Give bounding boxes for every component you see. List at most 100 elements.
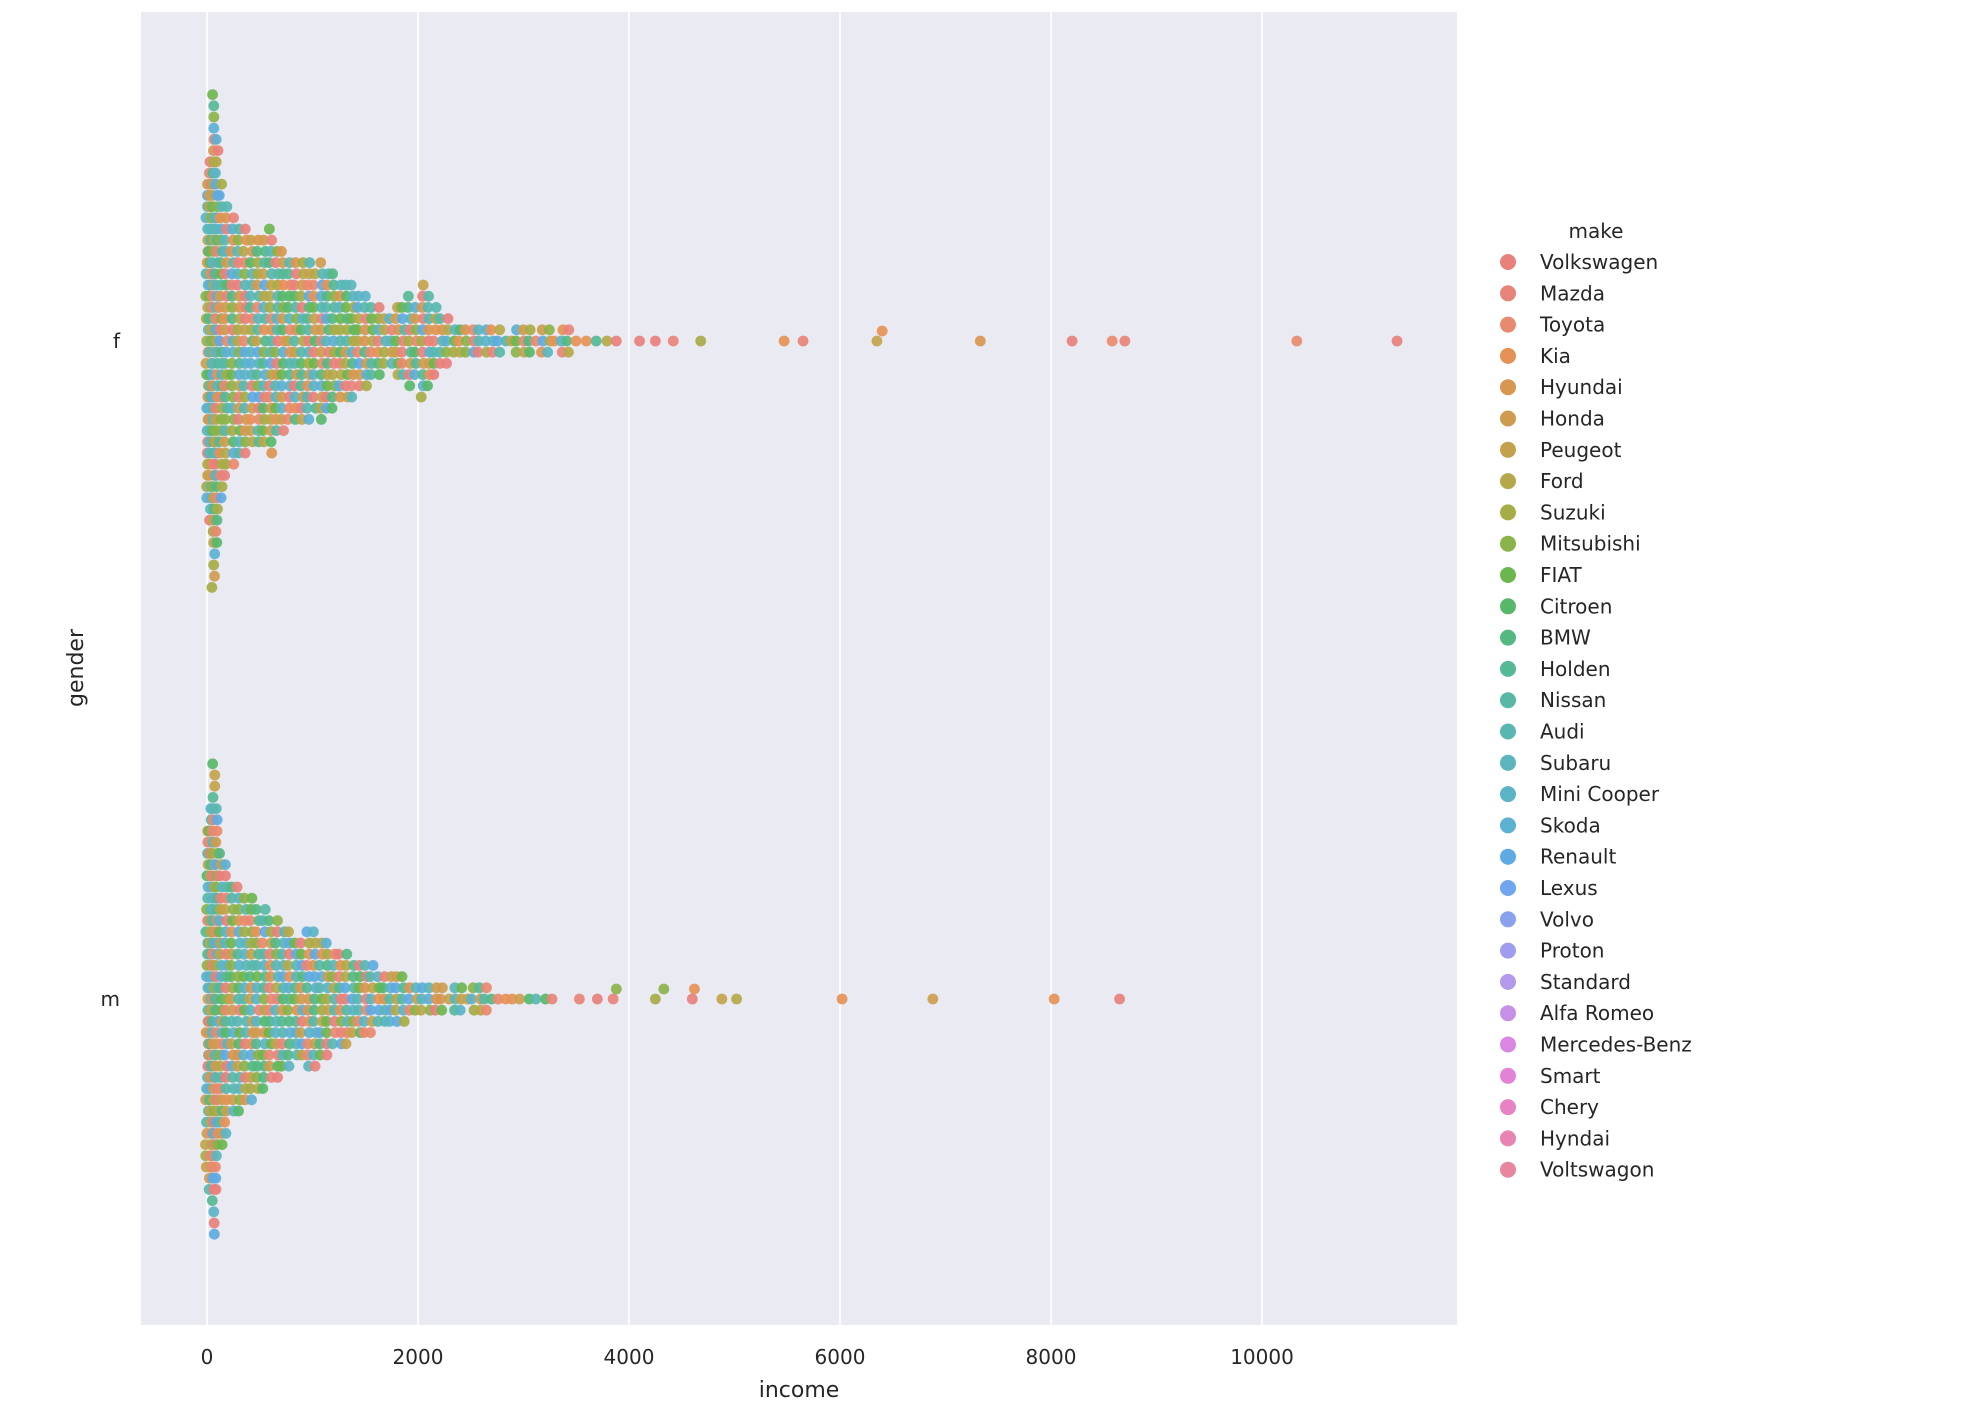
data-point-m — [686, 993, 698, 1005]
legend-marker — [1500, 410, 1516, 427]
data-point-f — [339, 358, 351, 369]
data-point-m — [256, 937, 268, 949]
data-point-f — [563, 324, 575, 336]
data-point-f — [442, 313, 454, 324]
data-point-f — [221, 201, 233, 213]
data-point-m — [282, 960, 294, 971]
legend-marker — [1500, 1067, 1516, 1084]
legend-label: Citroen — [1540, 594, 1612, 618]
data-point-f — [326, 313, 338, 324]
data-point-m — [210, 1184, 222, 1195]
data-point-f — [524, 346, 535, 358]
legend-label: Alfa Romeo — [1540, 1001, 1654, 1025]
data-point-f — [266, 447, 278, 459]
data-point-f — [226, 290, 238, 302]
data-point-f — [409, 369, 420, 380]
data-point-f — [440, 346, 452, 358]
data-point-f — [244, 425, 256, 436]
data-point-m — [1114, 993, 1125, 1005]
data-point-m — [276, 1038, 288, 1050]
data-point-m — [220, 1105, 232, 1117]
data-point-m — [207, 758, 219, 770]
data-point-f — [409, 313, 421, 324]
x-axis-ticks: 0 2000 4000 6000 8000 10000 — [201, 1345, 1294, 1369]
data-point-f — [238, 335, 250, 347]
data-point-f — [258, 324, 270, 336]
data-point-f — [228, 212, 239, 224]
legend-marker — [1500, 347, 1516, 364]
data-points — [200, 89, 1403, 1240]
y-tick-label: f — [113, 329, 121, 353]
data-point-f — [257, 402, 269, 414]
data-point-f — [321, 380, 333, 392]
legend-marker — [1500, 473, 1516, 490]
data-point-m — [245, 948, 257, 960]
legend-label: Renault — [1540, 845, 1616, 869]
data-point-m — [436, 1004, 448, 1016]
data-point-f — [290, 257, 301, 268]
data-point-m — [220, 1027, 232, 1038]
data-point-m — [251, 1027, 262, 1038]
legend-label: Proton — [1540, 939, 1604, 963]
data-point-f — [570, 335, 582, 347]
data-point-m — [301, 982, 313, 994]
data-point-f — [245, 358, 257, 369]
data-point-m — [358, 1016, 370, 1027]
data-point-m — [226, 1004, 238, 1016]
data-point-f — [327, 369, 339, 380]
data-point-m — [359, 960, 371, 971]
data-point-f — [378, 346, 390, 358]
data-point-m — [492, 993, 504, 1005]
data-point-f — [269, 346, 281, 358]
data-point-f — [257, 358, 269, 369]
legend-marker — [1500, 848, 1516, 865]
data-point-f — [309, 268, 321, 280]
data-point-f — [276, 324, 288, 336]
data-point-m — [359, 982, 371, 994]
data-point-f — [226, 313, 238, 324]
data-point-m — [259, 904, 271, 915]
data-point-m — [465, 993, 477, 1005]
data-point-f — [226, 380, 238, 392]
data-point-m — [365, 993, 377, 1005]
data-point-f — [258, 234, 269, 246]
data-point-f — [403, 335, 415, 347]
data-point-f — [308, 380, 320, 392]
data-point-m — [423, 982, 435, 994]
legend-label: Mazda — [1540, 281, 1605, 305]
data-point-m — [282, 1049, 294, 1061]
data-point-f — [396, 358, 408, 369]
data-point-f — [601, 335, 613, 347]
data-point-f — [320, 302, 332, 313]
data-point-f — [219, 414, 231, 425]
data-point-m — [232, 1016, 243, 1027]
data-point-f — [304, 257, 316, 268]
legend-label: Mercedes-Benz — [1540, 1033, 1692, 1057]
data-point-f — [295, 290, 307, 302]
data-point-f — [563, 346, 574, 358]
data-point-f — [315, 257, 327, 268]
data-point-m — [591, 993, 603, 1005]
data-point-f — [649, 335, 661, 347]
data-point-m — [607, 993, 619, 1005]
data-point-m — [314, 960, 325, 971]
data-point-f — [251, 369, 262, 380]
data-point-f — [667, 335, 679, 347]
legend-marker — [1500, 254, 1516, 270]
data-point-m — [251, 960, 262, 971]
legend-label: Kia — [1540, 344, 1571, 368]
data-point-f — [315, 414, 327, 425]
data-point-f — [590, 335, 602, 347]
data-point-m — [272, 1072, 283, 1083]
legend-marker — [1500, 754, 1516, 771]
data-point-f — [208, 100, 220, 112]
data-point-m — [327, 1038, 338, 1050]
x-tick-label: 0 — [201, 1345, 214, 1369]
data-point-f — [296, 302, 308, 313]
data-point-m — [220, 1128, 232, 1139]
data-point-m — [225, 993, 237, 1005]
data-point-f — [1291, 335, 1303, 347]
data-point-f — [257, 268, 269, 280]
data-point-f — [434, 313, 446, 324]
